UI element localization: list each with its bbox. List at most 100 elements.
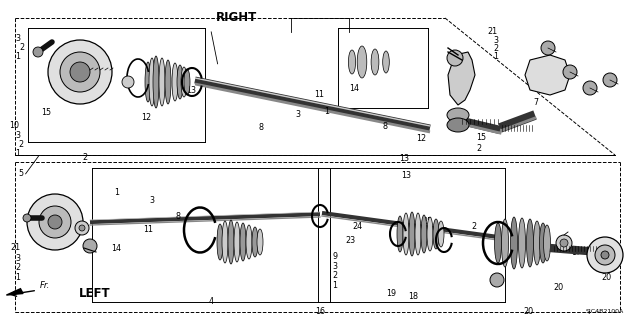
Ellipse shape [397,216,403,252]
Text: 13: 13 [401,171,412,180]
Text: 1: 1 [493,52,499,61]
Ellipse shape [427,217,433,251]
Text: 1: 1 [324,107,329,116]
Text: 3: 3 [15,254,20,263]
Text: 15: 15 [41,108,51,117]
Ellipse shape [433,219,439,249]
Circle shape [560,239,568,247]
Text: 11: 11 [314,90,324,99]
Text: 3: 3 [295,110,300,119]
Text: 2: 2 [471,222,476,231]
Ellipse shape [172,63,178,101]
Text: 2: 2 [19,140,24,149]
Ellipse shape [518,218,525,268]
Ellipse shape [348,50,356,74]
Circle shape [27,194,83,250]
Text: 19: 19 [387,289,397,298]
Text: 8: 8 [383,122,388,131]
Circle shape [490,273,504,287]
Ellipse shape [252,227,258,257]
Text: Fr.: Fr. [40,281,50,290]
Text: 21: 21 [10,243,20,252]
Ellipse shape [527,219,534,267]
Text: 20: 20 [553,283,563,292]
Circle shape [595,245,615,265]
Ellipse shape [153,56,159,108]
Ellipse shape [540,223,547,263]
Polygon shape [6,289,23,295]
Text: 3: 3 [332,262,337,271]
Text: 17: 17 [571,248,581,256]
Ellipse shape [403,213,409,255]
Circle shape [563,65,577,79]
Ellipse shape [165,60,171,104]
Ellipse shape [415,213,421,255]
Ellipse shape [447,108,469,122]
Text: 20: 20 [602,273,612,282]
Text: 4: 4 [209,297,214,306]
Text: 1: 1 [332,281,337,290]
Text: LEFT: LEFT [79,287,111,300]
Text: 12: 12 [416,134,426,143]
Ellipse shape [145,62,151,102]
Ellipse shape [511,217,518,269]
Circle shape [583,81,597,95]
Ellipse shape [149,58,155,106]
Text: 13: 13 [186,86,196,95]
Text: 2: 2 [332,271,337,280]
Text: 5: 5 [18,169,23,178]
Text: 18: 18 [408,292,418,301]
Circle shape [33,47,43,57]
Circle shape [447,50,463,66]
Ellipse shape [246,225,252,259]
Ellipse shape [371,49,379,75]
Circle shape [23,214,31,222]
Circle shape [83,239,97,253]
Ellipse shape [177,65,183,99]
Text: 25: 25 [422,217,433,226]
Ellipse shape [495,223,502,263]
Ellipse shape [421,215,427,253]
Circle shape [556,235,572,251]
Text: 16: 16 [315,307,325,315]
Text: 14: 14 [349,84,360,93]
Ellipse shape [447,118,469,132]
Text: 1: 1 [114,189,119,197]
Circle shape [75,221,89,235]
Text: 11: 11 [143,225,154,234]
Text: 15: 15 [476,133,486,142]
Circle shape [587,237,623,273]
Circle shape [601,251,609,259]
Ellipse shape [438,221,444,247]
Circle shape [39,206,71,238]
Text: 20: 20 [523,307,533,315]
Ellipse shape [228,220,234,264]
Text: 21: 21 [488,27,498,36]
Text: 10: 10 [9,121,19,130]
Text: 2: 2 [476,144,481,153]
Ellipse shape [222,221,228,263]
Text: 3: 3 [15,131,20,140]
Text: 6: 6 [50,80,55,89]
Text: SJC4B2100A: SJC4B2100A [586,308,624,314]
Circle shape [60,52,100,92]
Polygon shape [525,55,570,95]
Circle shape [122,76,134,88]
Text: 3: 3 [150,197,155,205]
Circle shape [48,215,62,229]
Text: 22: 22 [399,225,410,234]
Text: 1: 1 [15,273,20,282]
Text: 3: 3 [15,34,20,43]
Ellipse shape [240,223,246,261]
Text: 24: 24 [352,222,362,231]
Ellipse shape [383,51,389,73]
Text: 2: 2 [15,263,20,272]
Ellipse shape [502,219,509,267]
Text: 8: 8 [175,212,180,221]
Polygon shape [448,52,475,105]
Text: 2: 2 [82,153,87,162]
Text: RIGHT: RIGHT [216,11,257,24]
Ellipse shape [184,69,190,95]
Text: 13: 13 [399,154,410,163]
Ellipse shape [234,222,240,262]
